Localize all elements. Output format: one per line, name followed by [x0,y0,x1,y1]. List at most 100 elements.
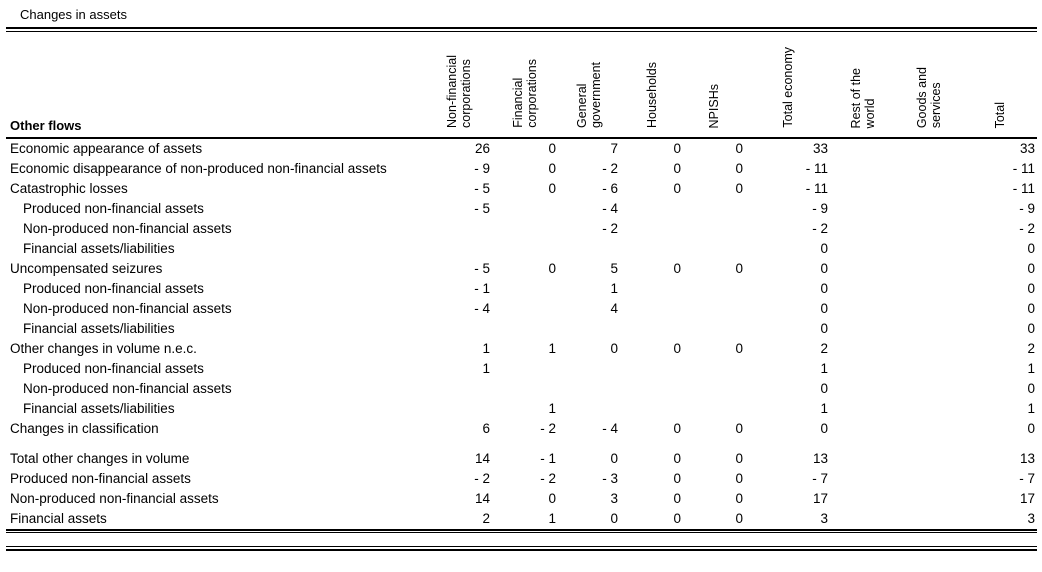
row-label: Changes in classification [10,421,159,436]
cell-value: 0 [820,301,828,316]
cell-value [830,299,895,319]
cell-value: 3 [1027,511,1035,526]
cell-value: 0 [735,161,743,176]
row-header-label: Other flows [6,32,426,139]
cell-value [683,319,745,339]
cell-value: - 2 [1019,221,1035,236]
cell-value [830,239,895,259]
cell-value: - 2 [812,221,828,236]
cell-value [830,319,895,339]
cell-value: 1 [1027,401,1035,416]
cell-value [426,379,492,399]
cell-value [683,279,745,299]
cell-value: 2 [482,511,490,526]
cell-value: - 9 [1019,201,1035,216]
cell-value: 3 [820,511,828,526]
cell-value [895,339,963,359]
cell-value: 0 [735,341,743,356]
column-header-total: Total [963,32,1037,139]
column-header-text: Rest of the world [848,67,877,128]
section-end-divider [6,546,1037,551]
table-row: Financial assets/liabilities 0 0 [6,319,1037,339]
cell-value [895,359,963,379]
column-header-non-financial-corporations: Non-financial corporations [426,32,492,139]
cell-value [620,239,683,259]
row-label: Produced non-financial assets [10,471,191,486]
table-row: Economic appearance of assets 26 0 7 0 0 33 33 [6,138,1037,159]
cell-value: - 9 [812,201,828,216]
table-row: Non-produced non-financial assets - 2 - 2 -… [6,219,1037,239]
cell-value [830,379,895,399]
cell-value: 7 [610,141,618,156]
cell-value: 0 [610,511,618,526]
cell-value: - 2 [602,161,618,176]
title-divider [6,27,1037,32]
cell-value [683,399,745,419]
cell-value: - 11 [1012,161,1035,176]
cell-value: 0 [820,421,828,436]
cell-value: 0 [1027,241,1035,256]
cell-value: - 4 [602,421,618,436]
cell-value: 1 [482,341,490,356]
column-header-total-economy: Total economy [745,32,830,139]
cell-value: 0 [1027,381,1035,396]
cell-value [620,299,683,319]
cell-value: 0 [1027,261,1035,276]
cell-value: 0 [673,181,681,196]
cell-value: - 2 [602,221,618,236]
cell-value [895,379,963,399]
cell-value [895,509,963,529]
cell-value [895,299,963,319]
cell-value: 17 [812,491,828,506]
cell-value [830,259,895,279]
cell-value [895,179,963,199]
cell-value: 1 [820,361,828,376]
cell-value: 0 [735,141,743,156]
cell-value [830,179,895,199]
cell-value: 0 [820,241,828,256]
cell-value: 0 [1027,421,1035,436]
row-label: Produced non-financial assets [23,281,204,296]
cell-value: 26 [474,141,490,156]
cell-value [492,279,558,299]
table-row: Produced non-financial assets 1 1 1 [6,359,1037,379]
cell-value: 1 [820,401,828,416]
cell-value: 33 [812,141,828,156]
row-label: Catastrophic losses [10,181,128,196]
cell-value: 1 [548,401,556,416]
cell-value: 1 [548,341,556,356]
table-row: Non-produced non-financial assets 14 0 3 0 0 1… [6,489,1037,509]
cell-value [620,359,683,379]
cell-value [830,219,895,239]
cell-value: 14 [474,491,490,506]
cell-value: 0 [735,471,743,486]
cell-value: 0 [548,181,556,196]
cell-value: 0 [610,341,618,356]
table-row: Produced non-financial assets - 2 - 2 - 3 0 0… [6,469,1037,489]
other-flows-table: Other flows Non-financial corporations F… [6,32,1037,529]
row-label: Non-produced non-financial assets [23,221,232,236]
cell-value: 0 [735,491,743,506]
cell-value: - 1 [474,281,490,296]
column-header-text: General government [575,61,603,128]
cell-value: 3 [610,491,618,506]
cell-value: 0 [673,491,681,506]
cell-value: 0 [610,451,618,466]
cell-value: 0 [735,511,743,526]
row-label: Uncompensated seizures [10,261,163,276]
cell-value [620,399,683,419]
cell-value: - 5 [474,261,490,276]
cell-value [895,489,963,509]
cell-value: 0 [673,341,681,356]
cell-value [830,449,895,469]
cell-value: 0 [673,141,681,156]
cell-value [830,199,895,219]
cell-value [620,219,683,239]
column-header-households: Households [620,32,683,139]
cell-value [620,379,683,399]
cell-value [492,299,558,319]
cell-value [895,138,963,159]
cell-value [830,509,895,529]
cell-value [895,399,963,419]
row-label: Financial assets [10,511,107,526]
